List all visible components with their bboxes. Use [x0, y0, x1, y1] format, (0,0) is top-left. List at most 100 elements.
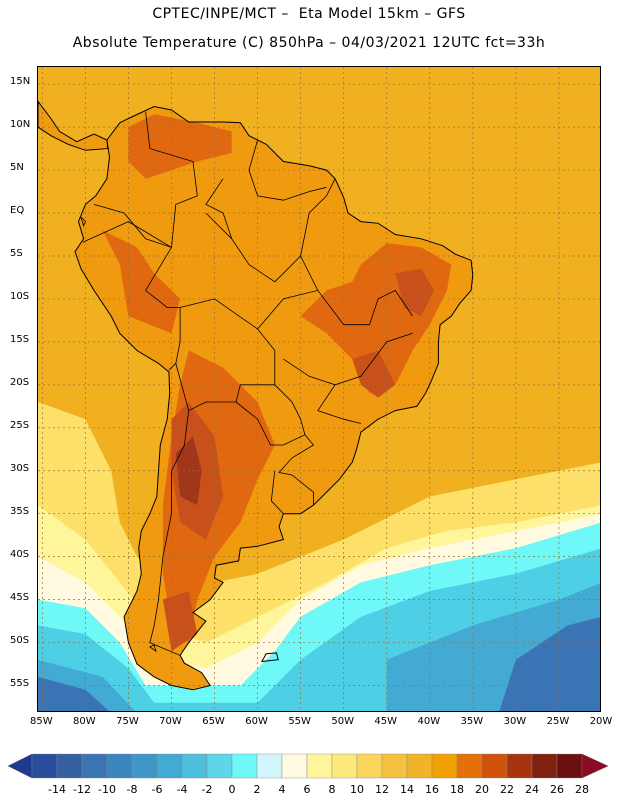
colorbar-swatch [506, 753, 533, 779]
colorbar-tick-label: 18 [450, 783, 464, 796]
colorbar-tick-label: 24 [525, 783, 539, 796]
colorbar-swatch [106, 753, 133, 779]
longitude-tick-label: 65W [202, 716, 225, 727]
colorbar-swatch [531, 753, 558, 779]
map-panel [37, 66, 601, 712]
colorbar-swatch [156, 753, 183, 779]
latitude-tick-label: 10S [10, 290, 30, 302]
coast-detail [80, 217, 86, 228]
latitude-tick-label: 20S [10, 376, 30, 388]
colorbar-tick-label: 6 [303, 783, 311, 796]
colorbar-tick-label: 4 [278, 783, 286, 796]
colorbar-swatch [256, 753, 283, 779]
colorbar-tick-label: 2 [253, 783, 261, 796]
colorbar-swatch [131, 753, 158, 779]
country-border [248, 139, 327, 201]
latitude-tick-label: 5N [10, 162, 24, 174]
very-hot-minas [352, 350, 396, 398]
country-border [205, 212, 301, 283]
colorbar-tick-label: 8 [328, 783, 336, 796]
colorbar-tick-label: 12 [375, 783, 389, 796]
colorbar-swatch [31, 753, 58, 779]
colorbar-swatch [206, 753, 233, 779]
latitude-tick-label: 50S [10, 634, 30, 646]
longitude-tick-label: 45W [374, 716, 398, 727]
colorbar-tick-label: -10 [98, 783, 116, 796]
deep-blue-band [499, 617, 600, 711]
colorbar-swatch [331, 753, 358, 779]
longitude-tick-label: 50W [331, 716, 354, 727]
colorbar-tick-label: 16 [425, 783, 439, 796]
colorbar-underflow-triangle [8, 753, 33, 779]
colorbar-swatch [456, 753, 483, 779]
latitude-tick-label: 55S [10, 677, 30, 689]
hot-peru-andes [102, 230, 181, 334]
colorbar-swatch [406, 753, 433, 779]
colorbar-swatch [481, 753, 508, 779]
country-border [93, 111, 198, 248]
longitude-tick-label: 70W [159, 716, 182, 727]
latitude-tick-label: 15S [10, 333, 30, 345]
very-hot-patagonia [162, 591, 198, 652]
longitude-tick-label: 35W [460, 716, 484, 727]
colorbar-tick-label: -4 [176, 783, 188, 796]
colorbar-tick-label: -12 [73, 783, 91, 796]
latitude-tick-label: 35S [10, 505, 30, 517]
country-border [317, 384, 361, 424]
longitude-tick-label: 25W [546, 716, 570, 727]
country-border [205, 178, 233, 239]
country-border [149, 410, 190, 664]
country-border [175, 298, 276, 412]
temperature-map [38, 67, 600, 711]
colorbar-swatch [306, 753, 333, 779]
south-america-coastline [74, 105, 474, 691]
country-border [300, 178, 336, 291]
longitude-tick-label: 55W [288, 716, 311, 727]
longitude-tick-label: 75W [116, 716, 139, 727]
latitude-tick-label: EQ [10, 205, 25, 217]
colorbar-tick-label: -14 [48, 783, 66, 796]
chart-title-line2: Absolute Temperature (C) 850hPa – 04/03/… [72, 35, 546, 51]
colorbar-swatch [81, 753, 108, 779]
colorbar-tick-label: 10 [350, 783, 364, 796]
latitude-tick-label: 30S [10, 462, 30, 474]
latitude-tick-label: 10N [10, 119, 31, 131]
yellow-pacific [38, 402, 103, 488]
longitude-tick-label: 20W [589, 716, 613, 727]
longitude-tick-label: 85W [29, 716, 53, 727]
colorbar-tick-label: -6 [151, 783, 163, 796]
country-border [283, 332, 413, 386]
longitude-tick-label: 40W [417, 716, 441, 727]
country-border [82, 221, 181, 371]
longitude-tick-label: 80W [73, 716, 96, 727]
country-border [278, 434, 315, 506]
lake [149, 644, 157, 653]
hot-venezuela [128, 114, 232, 179]
colorbar-tick-label: 28 [575, 783, 589, 796]
colorbar-tick-label: -8 [126, 783, 138, 796]
colorbar-overflow-triangle [581, 753, 609, 779]
latitude-tick-label: 5S [10, 247, 23, 259]
colorbar-swatch [231, 753, 258, 779]
falkland-islands [260, 652, 279, 663]
colorbar-tick-label: 14 [400, 783, 414, 796]
latitude-tick-label: 15N [10, 76, 31, 88]
colorbar-tick-label: 20 [475, 783, 489, 796]
colorbar-swatch [431, 753, 458, 779]
latitude-tick-label: 40S [10, 548, 30, 560]
country-border [270, 470, 284, 514]
longitude-tick-label: 30W [503, 716, 527, 727]
colorbar-tick-label: -2 [201, 783, 213, 796]
colorbar [8, 753, 609, 779]
colorbar-swatch [356, 753, 383, 779]
colorbar-tick-label: 26 [550, 783, 564, 796]
latitude-tick-label: 25S [10, 419, 30, 431]
colorbar-swatch [556, 753, 583, 779]
central-america-land [38, 101, 108, 151]
colorbar-tick-label: 22 [500, 783, 514, 796]
chart-title-line1: CPTEC/INPE/MCT – Eta Model 15km – GFS [152, 6, 466, 22]
colorbar-swatch [381, 753, 408, 779]
colorbar-swatch [281, 753, 308, 779]
colorbar-swatch [181, 753, 208, 779]
colorbar-tick-label: 0 [228, 783, 236, 796]
